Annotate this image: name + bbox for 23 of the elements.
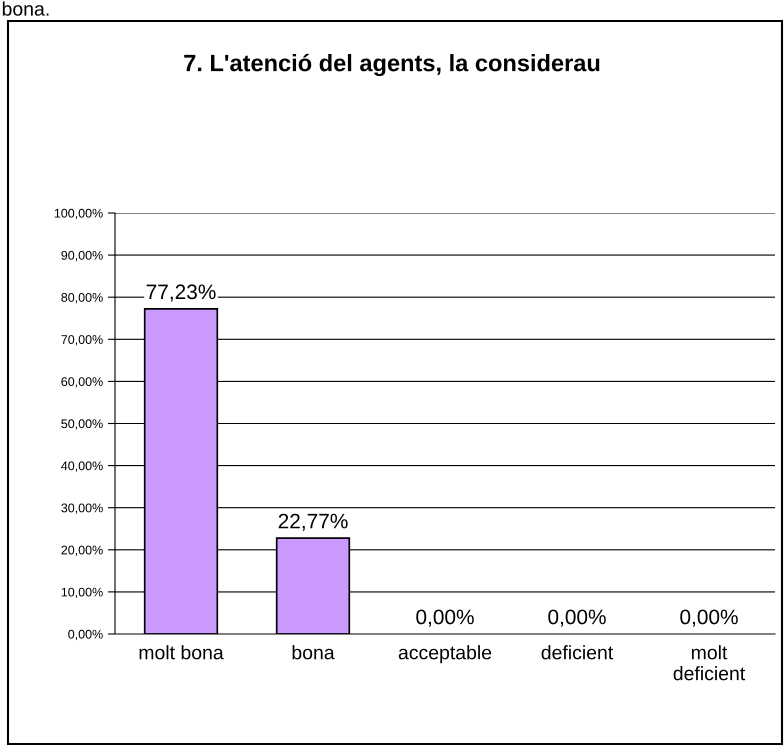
y-tick-label: 40,00% bbox=[61, 461, 103, 472]
text: bona. bbox=[2, 1, 48, 16]
y-tick-label: 0,00% bbox=[68, 630, 103, 640]
y-tick-label: 20,00% bbox=[61, 546, 103, 556]
data-label: 22,77% bbox=[278, 514, 348, 531]
x-tick-label: bona bbox=[292, 645, 335, 660]
data-label: 0,00% bbox=[548, 610, 606, 627]
x-tick-label: molt bona bbox=[140, 645, 224, 660]
y-tick-label: 90,00% bbox=[61, 250, 103, 262]
chart-title: 7. L'atenció del agents, la considerau bbox=[184, 54, 600, 76]
y-tick-label: 30,00% bbox=[61, 504, 103, 514]
y-tick-label: 100,00% bbox=[54, 208, 103, 220]
x-tick-label: molt deficient bbox=[674, 645, 746, 680]
data-label: 0,00% bbox=[680, 610, 738, 627]
x-tick-label: acceptable bbox=[398, 645, 492, 664]
y-tick-label: 50,00% bbox=[61, 419, 103, 430]
y-tick-label: 10,00% bbox=[62, 588, 103, 598]
y-tick-label: 70,00% bbox=[61, 335, 103, 346]
data-label: 0,00% bbox=[416, 610, 474, 627]
y-tick-label: 60,00% bbox=[61, 377, 103, 388]
y-tick-label: 80,00% bbox=[61, 293, 103, 304]
data-label: 77,23% bbox=[146, 284, 216, 302]
x-tick-label: deficient bbox=[542, 645, 614, 660]
